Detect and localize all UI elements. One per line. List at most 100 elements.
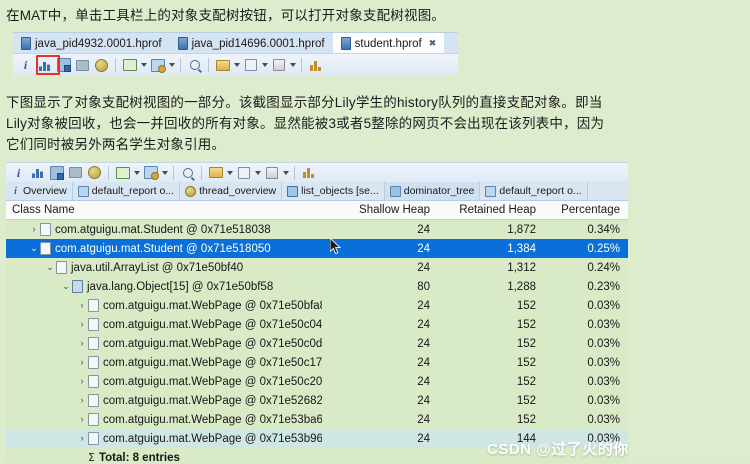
table-row[interactable]: › com.atguigu.mat.WebPage @ 0x71e50c040 24… — [6, 315, 628, 334]
cell-class-name: › com.atguigu.mat.WebPage @ 0x71e50bfa8 — [6, 299, 322, 312]
row-label: Total: 8 entries — [98, 451, 180, 464]
table-row[interactable]: ⌄ java.lang.Object[15] @ 0x71e50bf58 80 1,2… — [6, 277, 628, 296]
table-row[interactable]: › com.atguigu.mat.WebPage @ 0x71e53ba60 24… — [6, 410, 628, 429]
tab-thread-overview[interactable]: thread_overview — [180, 182, 283, 200]
search-icon[interactable] — [179, 164, 196, 181]
report-icon[interactable] — [235, 164, 252, 181]
chevron-down-icon[interactable]: ⌄ — [30, 243, 38, 253]
info-icon[interactable]: i — [23, 58, 28, 72]
info-icon[interactable]: i — [16, 165, 21, 180]
chevron-down-icon[interactable] — [162, 170, 168, 175]
open-folder-icon[interactable] — [214, 57, 231, 74]
chevron-right-icon[interactable]: › — [80, 433, 84, 443]
chevron-down-icon[interactable] — [290, 63, 296, 67]
chevron-right-icon[interactable]: › — [80, 357, 84, 367]
table-row[interactable]: › com.atguigu.mat.WebPage @ 0x71e526820 24… — [6, 391, 628, 410]
cell-retained-heap: 1,872 — [507, 223, 536, 236]
table-row[interactable]: ⌄ com.atguigu.mat.Student @ 0x71e518050 24… — [6, 239, 628, 258]
row-label: com.atguigu.mat.WebPage @ 0x71e50c208 — [103, 375, 322, 388]
report-icon[interactable] — [242, 57, 259, 74]
cell-shallow-heap: 24 — [417, 413, 430, 426]
chevron-down-icon[interactable] — [141, 63, 147, 67]
column-header-class-name[interactable]: Class Name — [12, 204, 75, 216]
chevron-down-icon[interactable] — [255, 170, 261, 175]
table-row[interactable]: › com.atguigu.mat.WebPage @ 0x71e50c208 24… — [6, 372, 628, 391]
tab-default-report-2[interactable]: default_report o... — [480, 182, 588, 200]
editor-tab-student[interactable]: student.hprof ✖ — [332, 33, 445, 54]
java-object-icon — [40, 223, 51, 236]
path-to-gc-roots-icon[interactable] — [74, 57, 91, 74]
chevron-right-icon[interactable]: › — [80, 319, 84, 329]
export-icon[interactable] — [263, 164, 280, 181]
thread-overview-icon[interactable] — [86, 164, 103, 181]
row-label: com.atguigu.mat.WebPage @ 0x71e53ba60 — [103, 413, 322, 426]
chevron-right-icon[interactable]: › — [80, 395, 84, 405]
column-header-shallow-heap[interactable]: Shallow Heap — [359, 204, 430, 216]
cell-retained-heap: 152 — [516, 394, 536, 407]
cell-percentage: 0.03% — [587, 337, 620, 350]
cell-retained-heap: 1,384 — [507, 242, 536, 255]
cell-class-name: › com.atguigu.mat.WebPage @ 0x71e53ba60 — [6, 413, 322, 426]
tab-list-objects[interactable]: list_objects [se... — [282, 182, 385, 200]
table-row[interactable]: › com.atguigu.mat.Student @ 0x71e518038 24… — [6, 220, 628, 239]
histogram-icon[interactable] — [29, 164, 46, 181]
cell-class-name: ⌄ java.util.ArrayList @ 0x71e50bf40 — [6, 261, 322, 274]
table-row[interactable]: › com.atguigu.mat.WebPage @ 0x71e50bfa8 24… — [6, 296, 628, 315]
export-icon[interactable] — [270, 57, 287, 74]
toolbar-separator — [208, 58, 209, 72]
table-row[interactable]: › com.atguigu.mat.WebPage @ 0x71e50c170 24… — [6, 353, 628, 372]
cell-percentage: 0.03% — [587, 318, 620, 331]
chevron-right-icon[interactable]: › — [80, 300, 84, 310]
chevron-right-icon[interactable]: › — [80, 376, 84, 386]
histogram-icon[interactable] — [36, 57, 53, 74]
cell-class-name: › com.atguigu.mat.WebPage @ 0x71e526820 — [6, 394, 322, 407]
editor-tab-java-pid14696[interactable]: java_pid14696.0001.hprof — [169, 33, 333, 54]
table-row[interactable]: › com.atguigu.mat.WebPage @ 0x71e50c0d8 24… — [6, 334, 628, 353]
open-query-browser-icon[interactable] — [114, 164, 131, 181]
table-row[interactable]: Σ Total: 8 entries — [6, 448, 628, 464]
dominator-tree-icon[interactable] — [48, 164, 65, 181]
run-expert-system-icon[interactable] — [149, 57, 166, 74]
chevron-right-icon[interactable]: › — [80, 338, 84, 348]
dominator-tree-icon[interactable] — [55, 57, 72, 74]
chevron-down-icon[interactable] — [234, 63, 240, 67]
cell-class-name: › com.atguigu.mat.WebPage @ 0x71e50c208 — [6, 375, 322, 388]
chevron-down-icon[interactable] — [262, 63, 268, 67]
table-row[interactable]: ⌄ java.util.ArrayList @ 0x71e50bf40 24 1,31… — [6, 258, 628, 277]
run-expert-system-icon[interactable] — [142, 164, 159, 181]
search-icon[interactable] — [186, 57, 203, 74]
chevron-down-icon[interactable] — [227, 170, 233, 175]
tab-dominator-tree[interactable]: dominator_tree — [384, 182, 481, 200]
open-folder-icon[interactable] — [207, 164, 224, 181]
compare-histogram-icon[interactable] — [307, 57, 324, 74]
chevron-down-icon[interactable] — [283, 170, 289, 175]
column-header-percentage[interactable]: Percentage — [561, 204, 620, 216]
cell-shallow-heap: 24 — [417, 261, 430, 274]
editor-toolbar: i — [13, 53, 458, 76]
editor-tab-java-pid4932[interactable]: java_pid4932.0001.hprof — [13, 33, 170, 54]
table-row[interactable]: › com.atguigu.mat.WebPage @ 0x71e53b968 24… — [6, 429, 628, 448]
tab-overview[interactable]: i Overview — [6, 182, 73, 200]
compare-histogram-icon[interactable] — [300, 164, 317, 181]
thread-overview-icon[interactable] — [93, 57, 110, 74]
cell-percentage: 0.03% — [587, 413, 620, 426]
view-tab-label: dominator_tree — [403, 185, 475, 197]
view-toolbar: i — [6, 162, 628, 182]
cell-class-name: ⌄ com.atguigu.mat.Student @ 0x71e518050 — [6, 242, 322, 255]
tab-default-report-1[interactable]: default_report o... — [73, 182, 181, 200]
chevron-down-icon[interactable]: ⌄ — [62, 281, 70, 291]
view-tab-label: list_objects [se... — [301, 185, 379, 197]
cell-retained-heap: 152 — [516, 356, 536, 369]
chevron-down-icon[interactable] — [169, 63, 175, 67]
chevron-right-icon[interactable]: › — [80, 414, 84, 424]
toolbar-separator — [301, 58, 302, 72]
open-query-browser-icon[interactable] — [121, 57, 138, 74]
path-to-gc-roots-icon[interactable] — [67, 164, 84, 181]
cell-percentage: 0.24% — [587, 261, 620, 274]
close-icon[interactable]: ✖ — [428, 38, 437, 48]
chevron-down-icon[interactable]: ⌄ — [46, 262, 54, 272]
chevron-down-icon[interactable] — [134, 170, 140, 175]
view-tab-label: default_report o... — [499, 185, 582, 197]
column-header-retained-heap[interactable]: Retained Heap — [459, 204, 536, 216]
chevron-right-icon[interactable]: › — [32, 224, 36, 234]
